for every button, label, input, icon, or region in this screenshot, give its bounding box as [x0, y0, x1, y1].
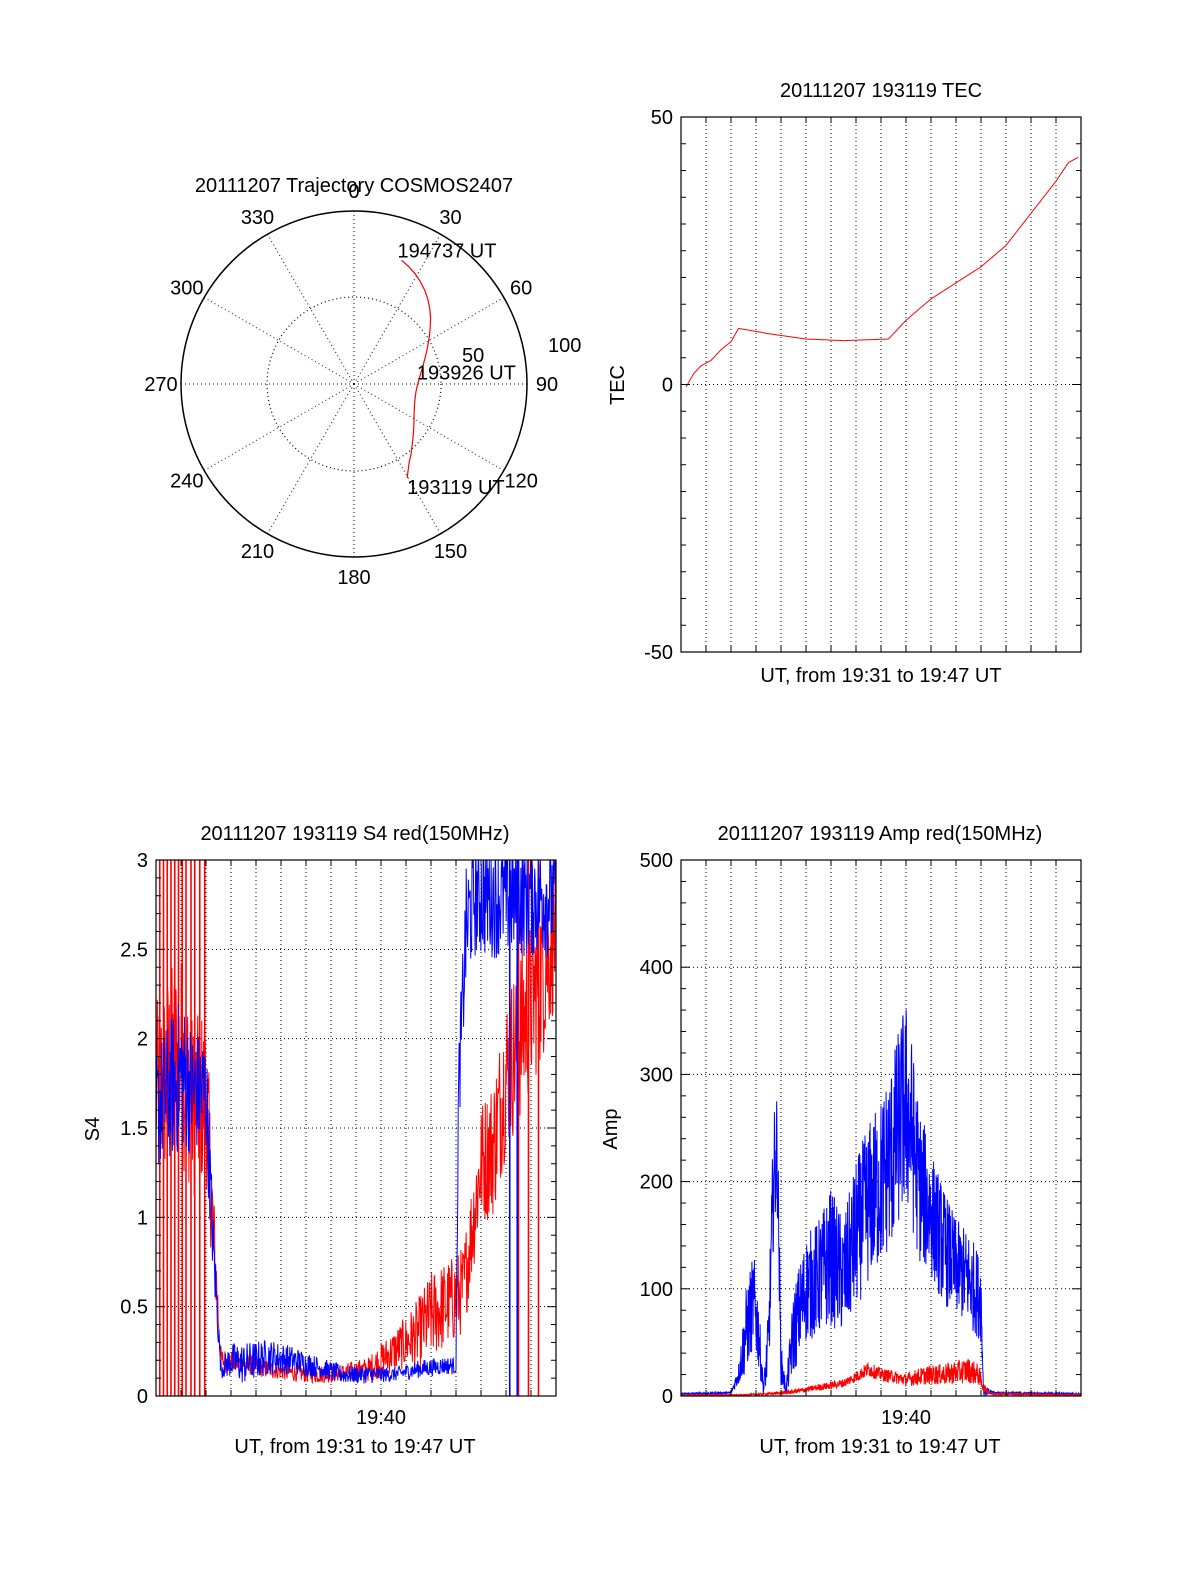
s4-x-axis-label: UT, from 19:31 to 19:47 UT	[234, 1436, 475, 1458]
tec-plot-area	[685, 156, 1079, 388]
s4-y-tick-label: 3	[137, 850, 148, 872]
amp-x-axis-label: UT, from 19:31 to 19:47 UT	[759, 1436, 1000, 1458]
s4-y-tick-label: 2.5	[120, 939, 148, 961]
tec-y-tick-label: 0	[662, 375, 673, 397]
polar-spoke	[353, 383, 505, 471]
polar-spoke	[353, 383, 441, 535]
s4-y-axis-label: S4	[82, 1117, 104, 1141]
s4-red-trace	[156, 861, 556, 1385]
s4-blue-trace	[156, 860, 556, 1384]
polar-azimuth-label: 120	[504, 471, 537, 493]
tec-y-tick-label: -50	[644, 642, 673, 664]
polar-azimuth-label: 90	[536, 374, 558, 396]
tec-chart: 20111207 193119 TEC UT, from 19:31 to 19…	[607, 80, 1082, 687]
s4-y-tick-label: 0	[137, 1386, 148, 1408]
amp-y-tick-label: 200	[640, 1172, 673, 1194]
s4-chart-title: 20111207 193119 S4 red(150MHz)	[200, 823, 509, 845]
tec-red-trace	[685, 156, 1079, 388]
amp-red-trace	[681, 1358, 1081, 1396]
polar-azimuth-label: 180	[337, 567, 370, 589]
polar-time-annotation: 194737 UT	[397, 240, 496, 262]
polar-spoke	[353, 233, 441, 385]
amp-plot-area	[681, 1009, 1081, 1396]
amp-y-tick-label: 0	[662, 1386, 673, 1408]
tec-series-red	[685, 156, 1079, 388]
polar-trajectory-line	[401, 259, 432, 479]
tec-y-tick-label: 50	[651, 107, 673, 129]
polar-azimuth-label: 0	[348, 181, 359, 203]
s4-x-tick-label: 19:40	[356, 1407, 406, 1429]
polar-spoke	[267, 233, 355, 385]
amp-x-tick-label: 19:40	[881, 1407, 931, 1429]
polar-ring-outer	[180, 210, 528, 558]
amp-chart: 20111207 193119 Amp red(150MHz) UT, from…	[600, 823, 1082, 1458]
s4-series-blue	[156, 860, 556, 1396]
amp-y-tick-label: 100	[640, 1279, 673, 1301]
amp-y-tick-label: 500	[640, 850, 673, 872]
tec-x-axis-label: UT, from 19:31 to 19:47 UT	[760, 665, 1001, 687]
polar-spoke	[267, 383, 355, 535]
s4-y-tick-label: 2	[137, 1029, 148, 1051]
polar-ring-inner	[266, 296, 442, 472]
s4-y-tick-label: 0.5	[120, 1297, 148, 1319]
polar-time-annotation: 193119 UT	[407, 477, 504, 499]
polar-spoke	[353, 297, 505, 385]
polar-chart-title: 20111207 Trajectory COSMOS2407	[195, 175, 513, 197]
trajectory-polar-chart: 20111207 Trajectory COSMOS2407 0 30 60 90 12…	[144, 175, 581, 589]
polar-azimuth-label: 150	[434, 541, 467, 563]
tec-y-axis-label: TEC	[607, 365, 629, 405]
s4-y-tick-label: 1.5	[120, 1118, 148, 1140]
polar-radial-label: 50	[462, 345, 484, 367]
polar-azimuth-label: 60	[510, 278, 532, 300]
s4-chart: 20111207 193119 S4 red(150MHz) UT, from …	[82, 823, 557, 1458]
polar-spoke	[203, 297, 355, 385]
polar-spoke	[203, 383, 355, 471]
amp-y-axis-label: Amp	[600, 1108, 622, 1149]
amp-chart-title: 20111207 193119 Amp red(150MHz)	[718, 823, 1043, 845]
amp-y-tick-label: 400	[640, 957, 673, 979]
amp-series-blue	[681, 1009, 1081, 1396]
s4-y-tick-label: 1	[137, 1207, 148, 1229]
polar-azimuth-label: 30	[439, 207, 461, 229]
polar-azimuth-label: 330	[241, 207, 274, 229]
polar-azimuth-label: 210	[241, 541, 274, 563]
amp-y-tick-label: 300	[640, 1064, 673, 1086]
polar-azimuth-label: 270	[144, 374, 177, 396]
polar-radial-label: 100	[548, 335, 581, 357]
polar-azimuth-label: 300	[170, 278, 203, 300]
polar-azimuth-label: 240	[170, 471, 203, 493]
polar-time-annotation: 193926 UT	[417, 362, 516, 384]
tec-chart-title: 20111207 193119 TEC	[780, 80, 982, 102]
amp-blue-trace	[681, 1009, 1081, 1396]
